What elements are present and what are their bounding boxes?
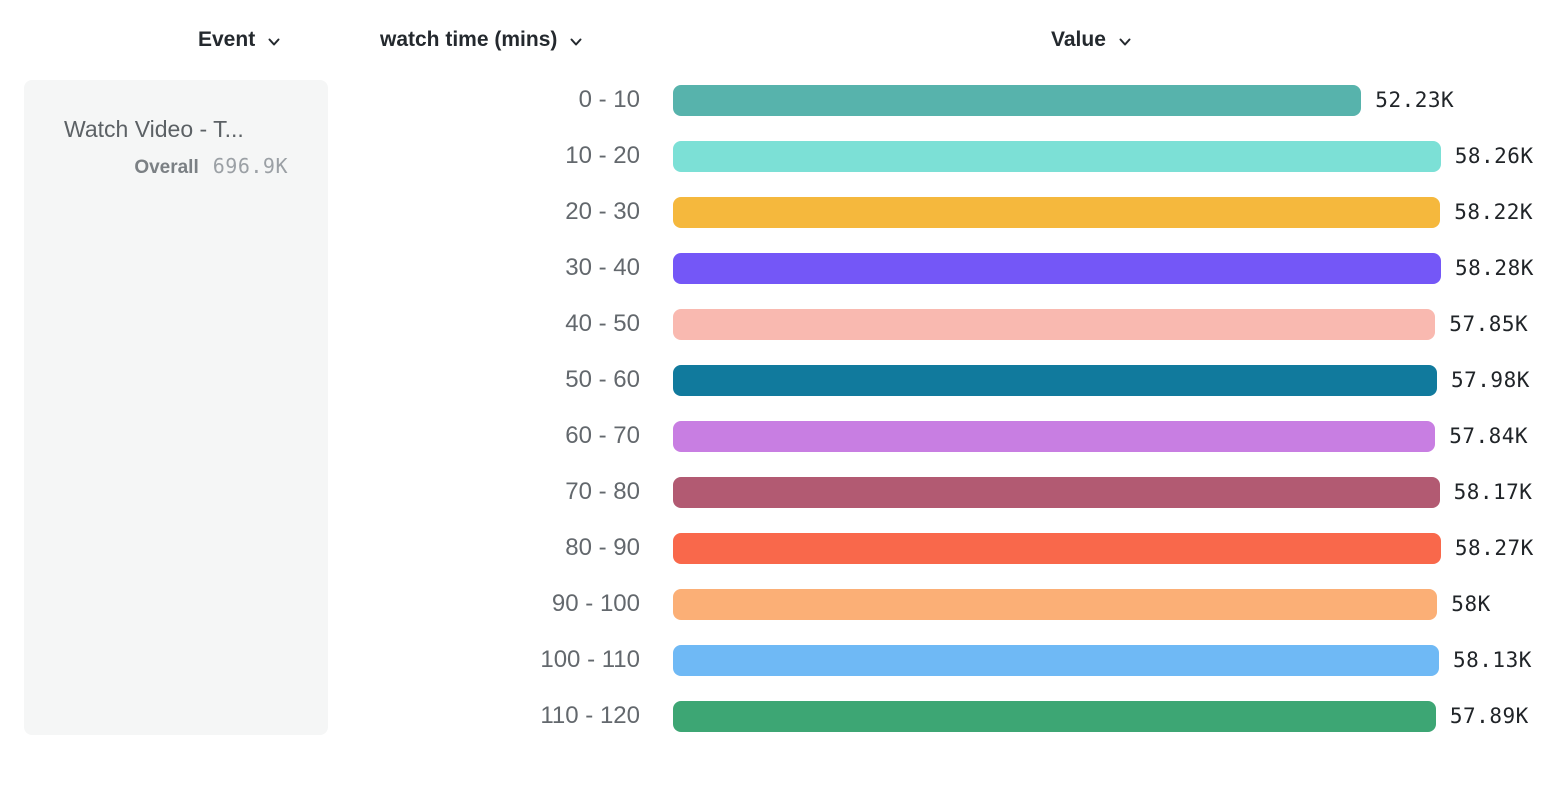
category-label: 100 - 110	[540, 646, 640, 673]
event-column-dropdown[interactable]: Event	[198, 28, 282, 52]
value-label: 58.13K	[1453, 648, 1532, 672]
chart-row: 20 - 30 58.22K	[0, 184, 1568, 240]
value-bar[interactable]	[673, 196, 1441, 228]
category-label: 50 - 60	[565, 366, 640, 393]
chevron-down-icon	[268, 38, 280, 45]
category-label: 40 - 50	[565, 310, 640, 337]
value-label: 58.27K	[1454, 536, 1534, 560]
chart-row: 80 - 90 58.27K	[0, 520, 1568, 576]
chart-row: 70 - 80 58.17K	[0, 464, 1568, 520]
value-label: 58.22K	[1454, 200, 1534, 224]
chart-row: 100 - 110 58.13K	[0, 632, 1568, 688]
chevron-down-icon	[1119, 38, 1131, 45]
category-label: 90 - 100	[551, 590, 640, 617]
category-label: 30 - 40	[565, 254, 640, 281]
value-bar[interactable]	[673, 364, 1437, 396]
category-label: 10 - 20	[565, 142, 640, 169]
value-bar[interactable]	[673, 252, 1441, 284]
value-bar[interactable]	[673, 588, 1438, 620]
breakdown-column-dropdown[interactable]: watch time (mins)	[380, 28, 584, 52]
category-label: 60 - 70	[565, 422, 640, 449]
breakdown-column-label: watch time (mins)	[380, 28, 558, 51]
event-title: Watch Video - T...	[64, 116, 244, 142]
value-column-dropdown[interactable]: Value	[1051, 28, 1133, 52]
chart-row: 50 - 60 57.98K	[0, 352, 1568, 408]
value-bar[interactable]	[673, 700, 1436, 732]
chart-row: 0 - 10 52.23K	[0, 72, 1568, 128]
overall-label: Overall	[134, 157, 199, 178]
bar-chart: 0 - 10 52.23K 10 - 20 58.26K 20 - 30 58.22K 30…	[0, 72, 1568, 744]
chart-row: 90 - 100 58K	[0, 576, 1568, 632]
value-bar[interactable]	[673, 644, 1439, 676]
value-label: 57.89K	[1449, 704, 1529, 728]
chevron-down-icon	[570, 38, 582, 45]
value-bar[interactable]	[673, 420, 1436, 452]
value-column-label: Value	[1051, 28, 1106, 51]
value-label: 58.26K	[1454, 144, 1534, 168]
chart-row: 60 - 70 57.84K	[0, 408, 1568, 464]
category-label: 0 - 10	[578, 86, 640, 113]
chart-row: 10 - 20 58.26K	[0, 128, 1568, 184]
chart-row: 40 - 50 57.85K	[0, 296, 1568, 352]
overall-value: 696.9K	[212, 154, 288, 178]
value-bar[interactable]	[673, 308, 1436, 340]
value-label: 58.17K	[1453, 480, 1533, 504]
value-label: 58K	[1451, 592, 1491, 616]
category-label: 70 - 80	[565, 478, 640, 505]
category-label: 20 - 30	[565, 198, 640, 225]
value-bar[interactable]	[673, 140, 1441, 172]
category-label: 80 - 90	[565, 534, 640, 561]
event-overall-row: Overall 696.9K	[134, 154, 288, 179]
value-label: 57.98K	[1451, 368, 1530, 392]
chart-row: 110 - 120 57.89K	[0, 688, 1568, 744]
event-column-label: Event	[198, 28, 256, 51]
value-bar[interactable]	[673, 476, 1440, 508]
category-label: 110 - 120	[540, 702, 640, 729]
event-card[interactable]: Watch Video - T... Overall 696.9K	[24, 80, 328, 735]
value-bar[interactable]	[673, 532, 1441, 564]
value-label: 57.85K	[1449, 312, 1529, 336]
chart-row: 30 - 40 58.28K	[0, 240, 1568, 296]
value-label: 57.84K	[1449, 424, 1529, 448]
value-label: 58.28K	[1455, 256, 1534, 280]
value-bar[interactable]	[673, 84, 1362, 116]
value-label: 52.23K	[1375, 88, 1455, 112]
